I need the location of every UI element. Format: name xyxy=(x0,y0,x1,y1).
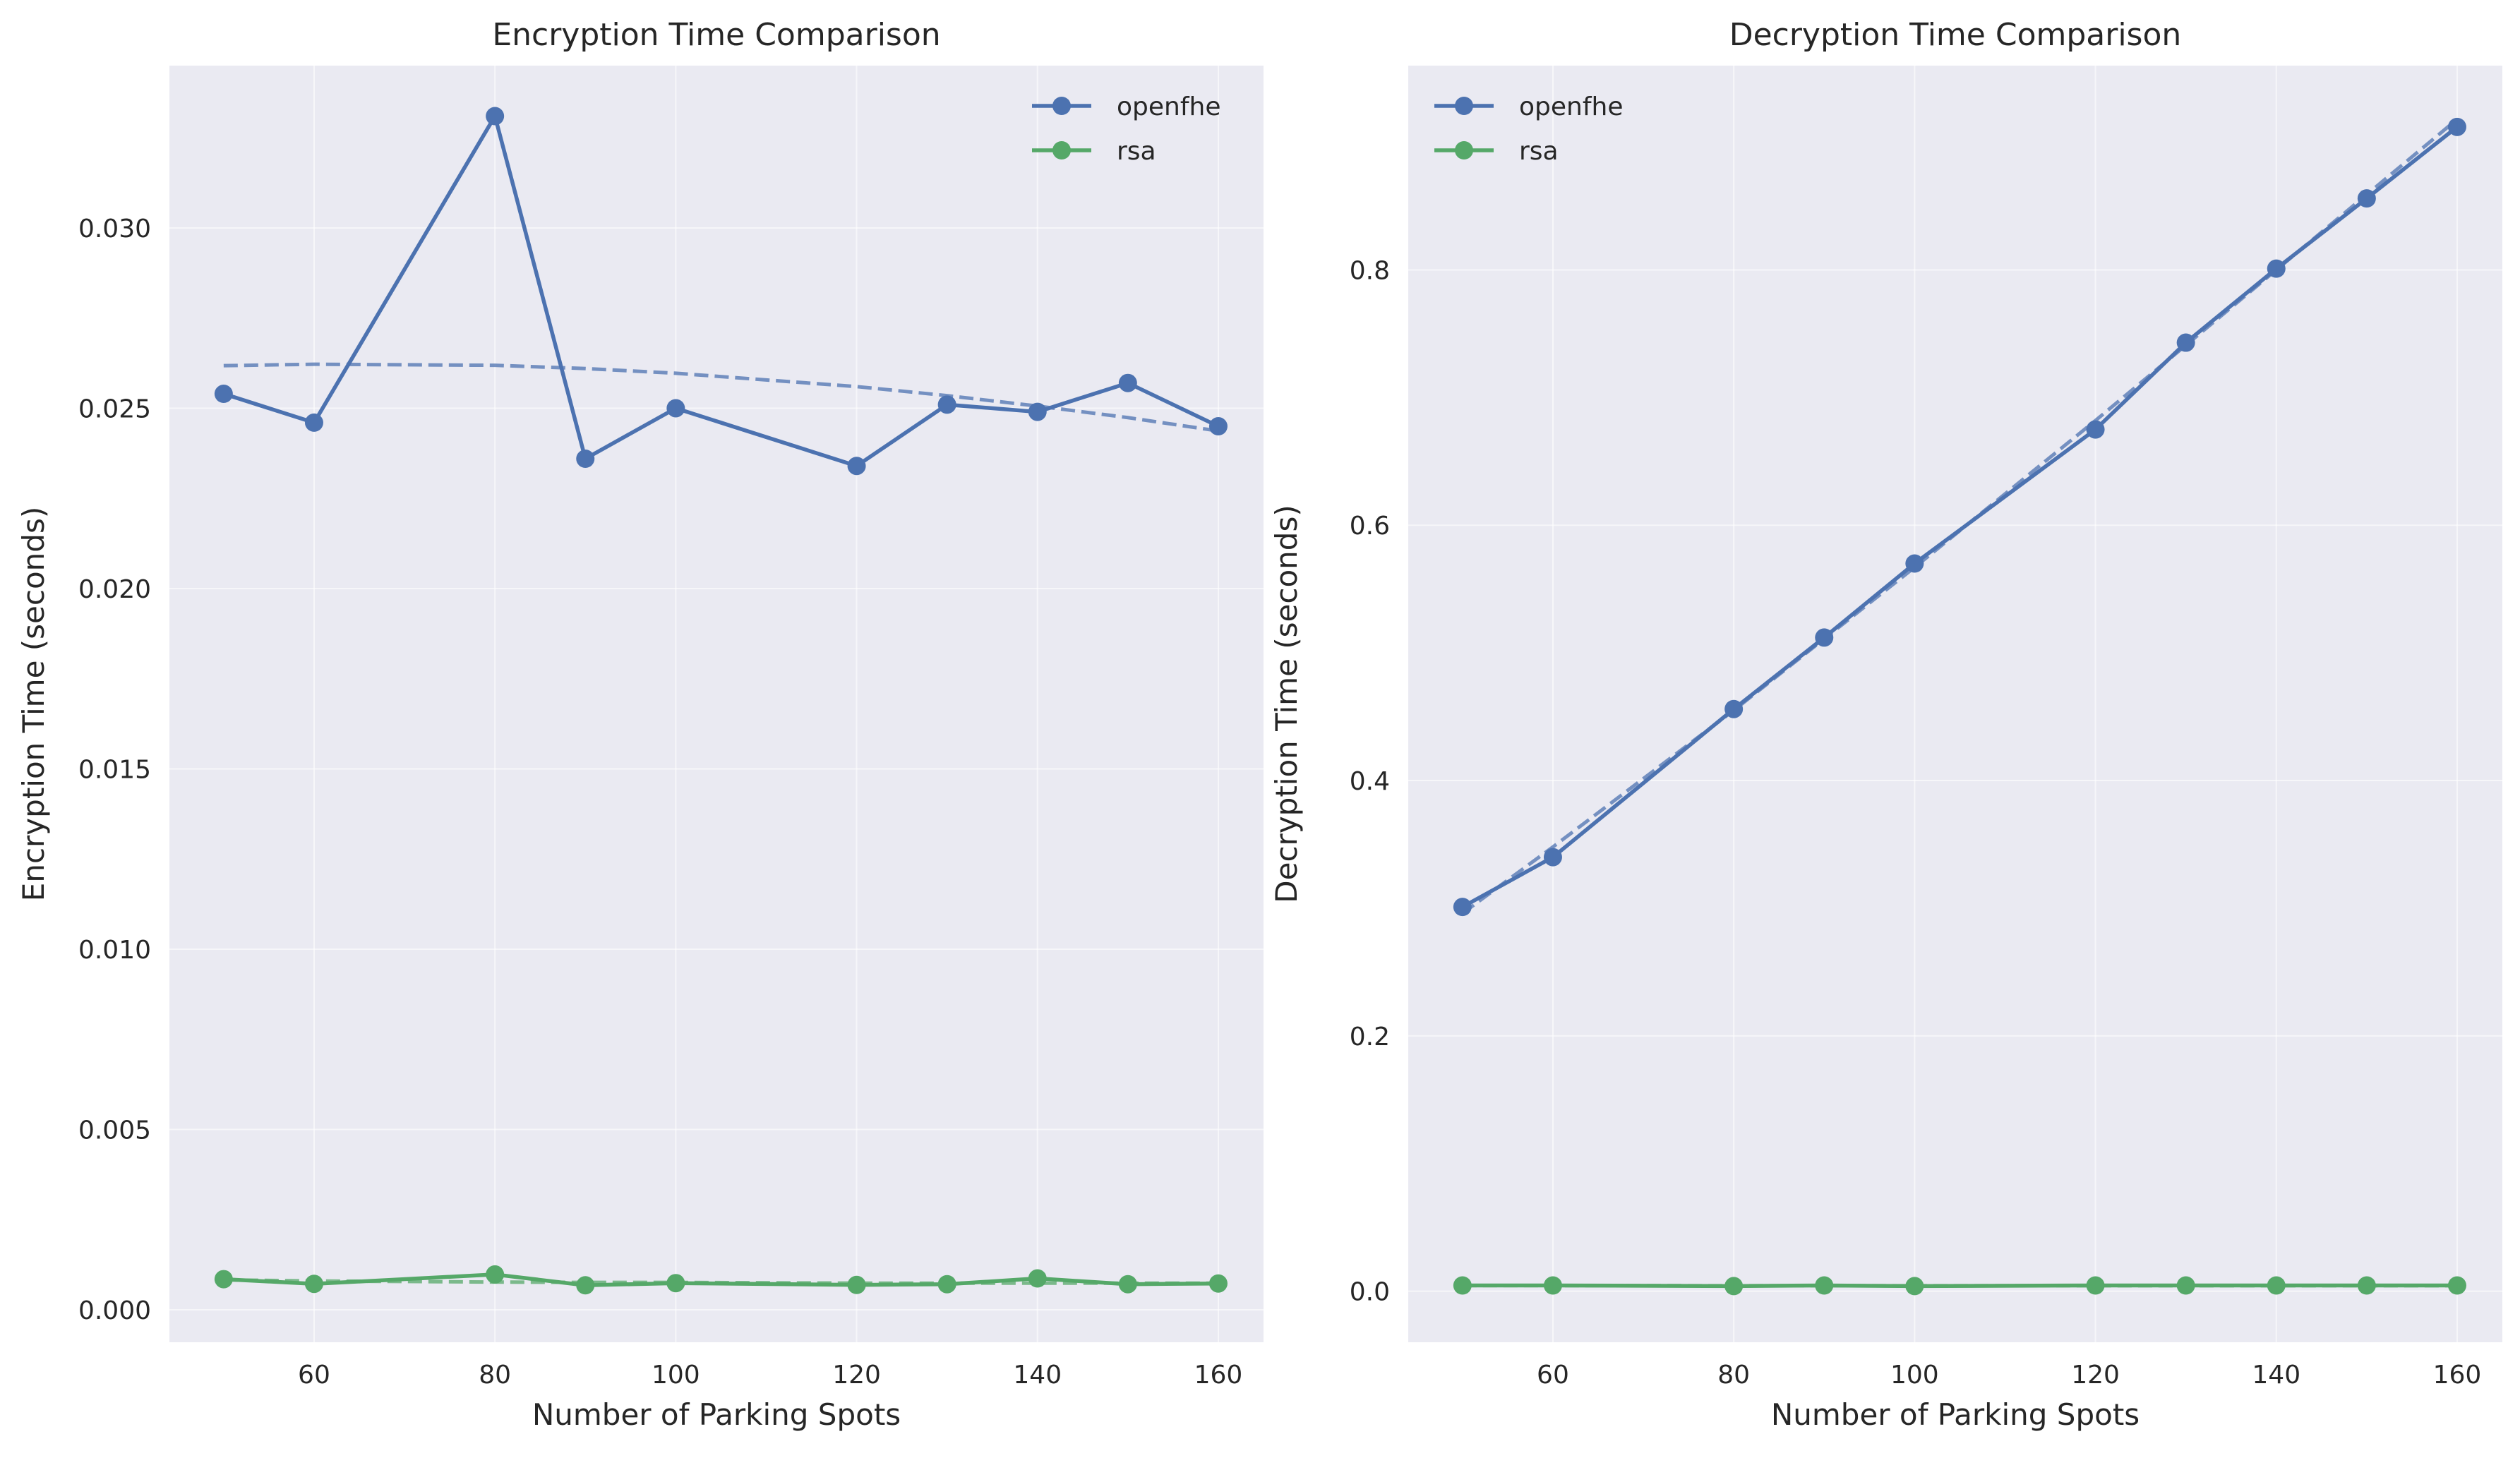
y-tick-label: 0.020 xyxy=(78,575,151,604)
series-rsa-point xyxy=(2447,1276,2466,1295)
series-rsa-line xyxy=(1462,1283,2457,1289)
encryption-chart-panel: 60 80 100 120 140 160 0.000 0.005 0.010 0.015 0.02… xyxy=(16,17,1264,1432)
legend-rsa-marker xyxy=(1052,141,1071,159)
x-tick-label: 60 xyxy=(1537,1361,1569,1390)
x-tick-label: 140 xyxy=(1013,1361,1062,1390)
legend-openfhe-label: openfhe xyxy=(1519,92,1623,121)
chart-title: Encryption Time Comparison xyxy=(492,17,940,53)
series-rsa-point xyxy=(1453,1276,1472,1295)
series-openfhe-line xyxy=(223,114,1220,468)
series-openfhe-point xyxy=(2357,189,2376,208)
x-tick-label: 80 xyxy=(1717,1361,1750,1390)
series-rsa-point xyxy=(2086,1276,2105,1295)
x-tick-label: 100 xyxy=(652,1361,700,1390)
y-tick-label: 0.2 xyxy=(1350,1023,1390,1052)
x-tick-label: 60 xyxy=(298,1361,330,1390)
series-openfhe-point xyxy=(1543,848,1562,867)
y-tick-label: 0.030 xyxy=(78,215,151,243)
legend-openfhe-label: openfhe xyxy=(1117,92,1220,121)
series-openfhe-point xyxy=(2267,259,2286,278)
y-tick-label: 0.8 xyxy=(1350,256,1390,285)
series-rsa-point xyxy=(2176,1276,2195,1295)
series-openfhe-point xyxy=(2176,333,2195,352)
series-openfhe-point xyxy=(214,385,233,404)
series-rsa-point xyxy=(1905,1277,1924,1296)
series-openfhe-trendline xyxy=(223,362,1219,433)
series-rsa-point xyxy=(1028,1269,1047,1288)
legend-openfhe-marker xyxy=(1052,97,1071,115)
series-openfhe-point xyxy=(304,413,323,432)
x-tick-label: 120 xyxy=(832,1361,881,1390)
legend-rsa-marker xyxy=(1455,141,1473,159)
y-tick-label: 0.015 xyxy=(78,755,151,784)
series-rsa-point xyxy=(576,1276,595,1295)
series-openfhe-point xyxy=(1724,699,1744,718)
series-openfhe-point xyxy=(1815,628,1834,647)
decryption-chart-panel: 60 80 100 120 140 160 0.0 0.2 0.4 0.6 0.8 Decryptio… xyxy=(1269,17,2502,1432)
series-openfhe-point xyxy=(576,450,595,469)
y-tick-label: 0.000 xyxy=(78,1296,151,1325)
series-openfhe-point xyxy=(2086,420,2105,439)
y-axis-label: Encryption Time (seconds) xyxy=(16,507,51,901)
series-rsa-point xyxy=(2267,1276,2286,1295)
series-rsa-point xyxy=(1118,1275,1137,1294)
y-tick-label: 0.005 xyxy=(78,1116,151,1145)
series-rsa-point xyxy=(1543,1276,1562,1295)
y-axis-label: Decryption Time (seconds) xyxy=(1269,505,1304,903)
series-openfhe-point xyxy=(1905,554,1924,573)
y-tick-label: 0.0 xyxy=(1350,1278,1390,1307)
series-openfhe-point xyxy=(666,399,685,418)
series-openfhe-point xyxy=(1453,898,1472,917)
series-rsa-point xyxy=(214,1270,233,1289)
x-tick-label: 140 xyxy=(2252,1361,2300,1390)
plot-background xyxy=(1408,66,2502,1342)
y-tick-label: 0.4 xyxy=(1350,767,1390,796)
x-tick-label: 120 xyxy=(2071,1361,2120,1390)
series-rsa-point xyxy=(937,1275,956,1294)
x-tick-label: 100 xyxy=(1890,1361,1939,1390)
series-openfhe-point xyxy=(1118,373,1137,392)
series-openfhe-point xyxy=(2447,117,2466,136)
series-rsa-point xyxy=(1815,1276,1834,1295)
x-tick-label: 160 xyxy=(2433,1361,2482,1390)
x-axis-label: Number of Parking Spots xyxy=(1771,1397,2140,1432)
series-rsa-point xyxy=(666,1274,685,1293)
y-tick-label: 0.6 xyxy=(1350,512,1390,541)
x-tick-label: 160 xyxy=(1194,1361,1243,1390)
series-openfhe-point xyxy=(937,395,956,414)
legend-openfhe-marker xyxy=(1455,97,1473,115)
series-rsa-line xyxy=(223,1272,1218,1288)
series-openfhe-point xyxy=(1028,402,1047,421)
x-axis-label: Number of Parking Spots xyxy=(532,1397,901,1432)
series-rsa-point xyxy=(1208,1274,1228,1293)
series-rsa-point xyxy=(2357,1276,2376,1295)
y-tick-label: 0.025 xyxy=(78,394,151,423)
y-tick-label: 0.010 xyxy=(78,936,151,965)
series-rsa-point xyxy=(304,1275,323,1294)
plot-background xyxy=(169,66,1264,1342)
series-openfhe-point xyxy=(1208,417,1228,436)
chart-title: Decryption Time Comparison xyxy=(1729,17,2182,53)
legend-rsa-label: rsa xyxy=(1117,137,1156,166)
legend: openfhe rsa xyxy=(1032,92,1220,166)
series-rsa-point xyxy=(847,1275,866,1294)
series-openfhe-point xyxy=(486,107,505,126)
legend-rsa-label: rsa xyxy=(1519,137,1559,166)
series-rsa-point xyxy=(486,1265,505,1284)
series-openfhe-point xyxy=(847,457,866,476)
series-openfhe-line xyxy=(1461,125,2459,909)
x-tick-label: 80 xyxy=(479,1361,511,1390)
legend: openfhe rsa xyxy=(1434,92,1623,166)
series-rsa-point xyxy=(1724,1277,1744,1296)
